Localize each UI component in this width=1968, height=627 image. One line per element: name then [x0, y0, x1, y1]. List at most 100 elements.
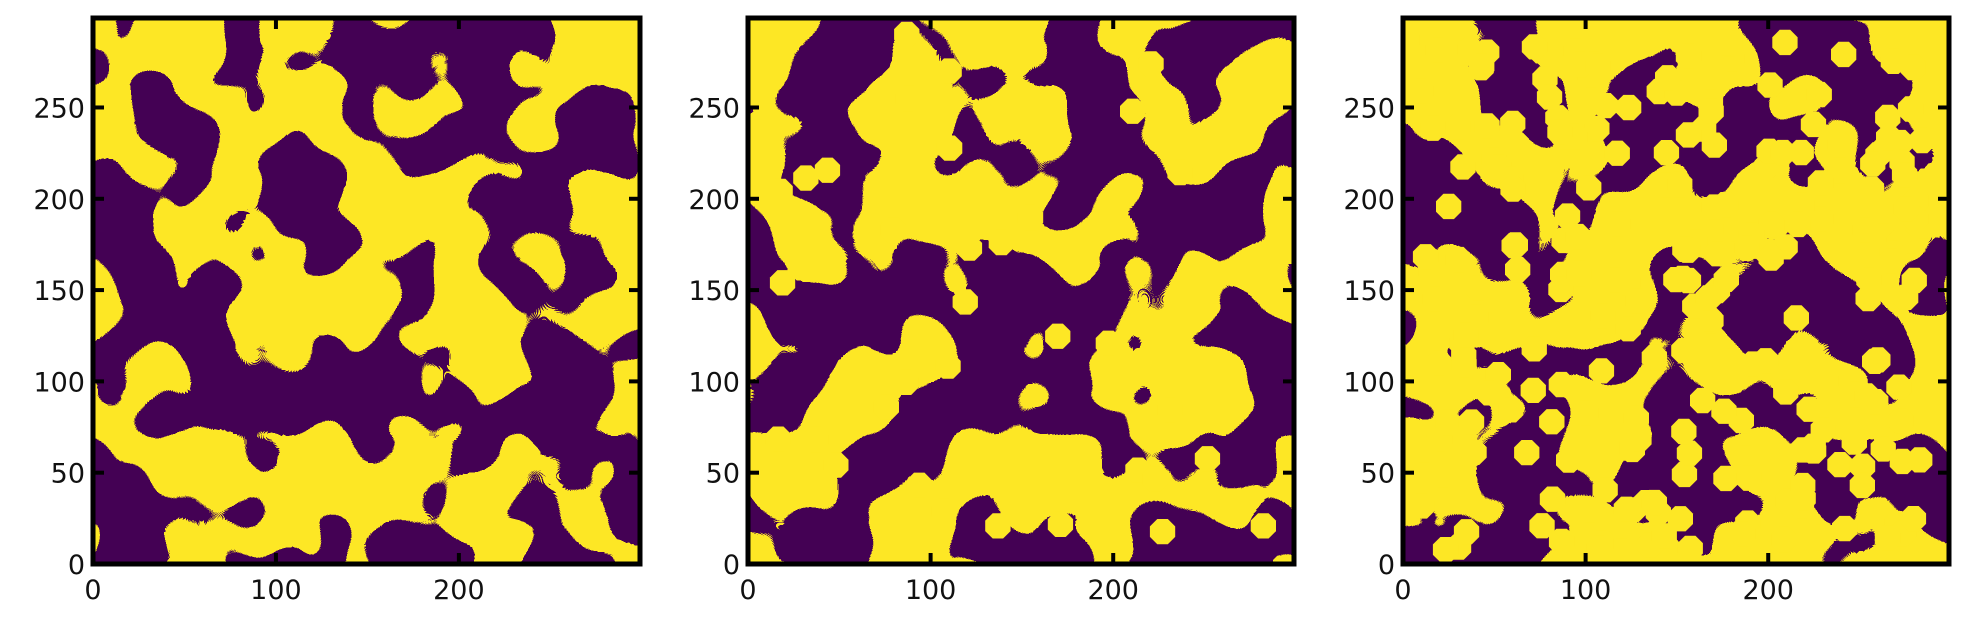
- inclusion-octagon: [873, 394, 899, 420]
- y-tick-label: 200: [33, 185, 85, 216]
- inclusion-octagon: [1698, 98, 1724, 124]
- inclusion-octagon: [1556, 447, 1582, 473]
- inclusion-octagon: [1852, 217, 1878, 243]
- inclusion-octagon: [952, 289, 978, 315]
- inclusion-octagon: [1901, 267, 1927, 294]
- inclusion-octagon: [1592, 93, 1619, 119]
- inclusion-octagon: [793, 165, 819, 191]
- inclusion-octagon: [1566, 260, 1592, 287]
- y-tick-label: 150: [33, 276, 85, 307]
- inclusion-octagon: [1502, 232, 1528, 258]
- y-tick-label: 250: [688, 93, 740, 124]
- inclusion-octagon: [1412, 244, 1439, 270]
- inclusion-octagon: [1167, 159, 1193, 186]
- inclusion-octagon: [1827, 132, 1853, 158]
- inclusion-octagon: [1841, 429, 1867, 455]
- inclusion-octagon: [1770, 139, 1796, 166]
- inclusion-octagon: [1641, 344, 1667, 371]
- inclusion-octagon: [1521, 34, 1548, 60]
- inclusion-octagon: [1429, 487, 1455, 514]
- inclusion-octagon: [1796, 396, 1822, 422]
- y-tick-label: 0: [1378, 550, 1395, 581]
- inclusion-octagon: [1572, 400, 1599, 426]
- inclusion-octagon: [931, 498, 957, 524]
- inclusion-octagon: [1773, 379, 1799, 405]
- inclusion-octagon: [1858, 176, 1885, 202]
- inclusion-octagon: [1870, 198, 1897, 224]
- inclusion-octagon: [1713, 465, 1739, 492]
- inclusion-octagon: [1149, 519, 1176, 545]
- inclusion-octagon: [1888, 408, 1914, 434]
- inclusion-octagon: [1874, 525, 1901, 551]
- inclusion-octagon: [1675, 122, 1702, 148]
- inclusion-octagon: [1476, 380, 1502, 406]
- inclusion-octagon: [1420, 115, 1446, 141]
- inclusion-octagon: [1832, 515, 1858, 542]
- inclusion-octagon: [1554, 203, 1581, 229]
- inclusion-octagon: [1547, 119, 1573, 145]
- inclusion-octagon: [1713, 29, 1739, 56]
- inclusion-octagon: [988, 229, 1014, 256]
- inclusion-octagon: [1886, 374, 1912, 400]
- inclusion-octagon: [1909, 127, 1935, 154]
- inclusion-octagon: [1670, 265, 1696, 292]
- inclusion-octagon: [1880, 48, 1906, 74]
- inclusion-octagon: [1757, 72, 1783, 98]
- inclusion-octagon: [1590, 303, 1616, 329]
- inclusion-octagon: [1539, 486, 1566, 512]
- inclusion-octagon: [1514, 440, 1540, 466]
- x-tick-label: 0: [84, 575, 101, 606]
- inclusion-octagon: [1849, 472, 1875, 499]
- inclusion-octagon: [1469, 53, 1495, 79]
- inclusion-octagon: [1671, 418, 1697, 445]
- panel-1-phase-field: [93, 18, 640, 564]
- inclusion-octagon: [1740, 351, 1766, 377]
- inclusion-octagon: [1695, 285, 1721, 311]
- inclusion-octagon: [1806, 81, 1832, 108]
- inclusion-octagon: [1877, 27, 1903, 53]
- inclusion-octagon: [1461, 439, 1487, 465]
- inclusion-octagon: [1422, 286, 1448, 312]
- inclusion-octagon: [1625, 288, 1651, 314]
- inclusion-octagon: [1790, 437, 1816, 463]
- inclusion-octagon: [1539, 409, 1565, 435]
- y-tick-label: 200: [1343, 185, 1395, 216]
- panel-3-inclusions: [1407, 26, 1936, 563]
- inclusion-octagon: [1810, 417, 1836, 443]
- inclusion-octagon: [1891, 162, 1918, 188]
- inclusion-octagon: [1701, 194, 1727, 220]
- inclusion-octagon: [1426, 350, 1452, 376]
- inclusion-octagon: [1730, 521, 1756, 547]
- inclusion-octagon: [1548, 528, 1575, 554]
- inclusion-octagon: [1576, 175, 1602, 201]
- y-tick-label: 150: [1343, 276, 1395, 307]
- inclusion-octagon: [1445, 114, 1471, 140]
- inclusion-octagon: [1548, 371, 1574, 398]
- panel-1-ticks: [91, 18, 640, 566]
- inclusion-octagon: [1548, 276, 1574, 303]
- y-tick-label: 100: [1343, 367, 1395, 398]
- inclusion-octagon: [1450, 154, 1476, 180]
- inclusion-octagon: [1893, 196, 1919, 222]
- inclusion-octagon: [1808, 524, 1834, 551]
- inclusion-octagon: [1411, 437, 1437, 463]
- inclusion-octagon: [936, 135, 963, 161]
- inclusion-octagon: [1856, 267, 1882, 293]
- inclusion-octagon: [1651, 523, 1677, 549]
- inclusion-octagon: [1641, 489, 1667, 516]
- x-tick-label: 200: [1087, 575, 1139, 606]
- inclusion-octagon: [1879, 248, 1905, 274]
- y-tick-label: 200: [688, 185, 740, 216]
- panel-3-x-tick-labels: 0 100 200: [1394, 575, 1794, 606]
- inclusion-octagon: [1445, 246, 1471, 273]
- panel-2-y-tick-labels: 0 50 100 150 200 250: [688, 93, 740, 581]
- inclusion-octagon: [894, 21, 920, 47]
- y-tick-label: 100: [688, 367, 740, 398]
- inclusion-octagon: [1157, 397, 1183, 423]
- inclusion-octagon: [1565, 223, 1591, 250]
- inclusion-octagon: [1655, 65, 1681, 91]
- inclusion-octagon: [1671, 461, 1698, 488]
- inclusion-octagon: [1900, 54, 1926, 81]
- inclusion-octagon: [1900, 506, 1927, 532]
- y-tick-label: 0: [68, 550, 85, 581]
